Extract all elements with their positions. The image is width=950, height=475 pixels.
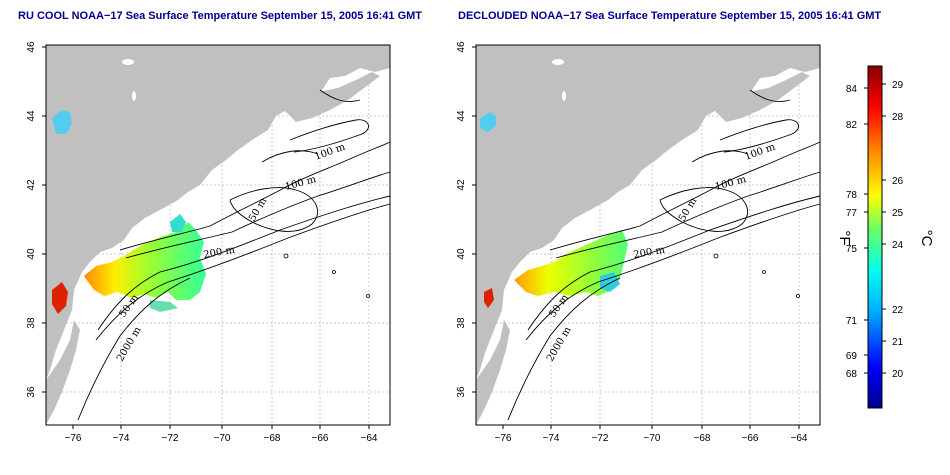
lon-tick-label: −64 <box>791 433 808 444</box>
fahrenheit-tick: 77 <box>846 208 858 219</box>
lat-tick-label: 36 <box>26 386 37 398</box>
lat-tick-label: 40 <box>456 248 467 260</box>
fahrenheit-tick: 75 <box>846 244 858 255</box>
celsius-tick: 28 <box>892 112 904 123</box>
lon-tick-label: −70 <box>214 433 231 444</box>
lon-tick-label: −72 <box>162 433 179 444</box>
lat-tick-label: 40 <box>26 248 37 260</box>
lon-tick-label: −68 <box>694 433 711 444</box>
celsius-tick: 20 <box>892 369 904 380</box>
lake <box>552 59 564 65</box>
lon-tick-label: −74 <box>113 433 130 444</box>
lon-tick-label: −70 <box>644 433 661 444</box>
lon-tick-label: −72 <box>592 433 609 444</box>
left-map: 100 m 100 m 50 m 200 m 50 m 2000 m −76 −… <box>26 41 390 444</box>
lon-tick-label: −66 <box>742 433 759 444</box>
lat-tick-label: 44 <box>26 110 37 122</box>
celsius-tick: 29 <box>892 80 904 91</box>
colorbar: 84 82 78 77 75 71 69 68 29 28 26 25 24 2… <box>836 66 935 408</box>
lat-tick-label: 36 <box>456 386 467 398</box>
fahrenheit-tick: 78 <box>846 190 858 201</box>
fahrenheit-tick: 82 <box>846 120 858 131</box>
celsius-tick: 22 <box>892 305 904 316</box>
lat-tick-label: 42 <box>456 179 467 191</box>
lat-tick-label: 46 <box>26 41 37 53</box>
fahrenheit-tick: 84 <box>846 84 858 95</box>
lake <box>132 91 136 101</box>
lon-tick-label: −64 <box>361 433 378 444</box>
lat-tick-label: 42 <box>26 179 37 191</box>
celsius-tick: 24 <box>892 240 904 251</box>
right-map: 100 m 100 m 50 m 200 m 50 m 2000 m −76 −… <box>456 41 820 444</box>
lon-tick-label: −76 <box>495 433 512 444</box>
lon-tick-label: −66 <box>312 433 329 444</box>
lat-tick-label: 38 <box>456 317 467 329</box>
lat-tick-label: 38 <box>26 317 37 329</box>
celsius-tick: 21 <box>892 337 904 348</box>
lat-tick-label: 46 <box>456 41 467 53</box>
lat-tick-label: 44 <box>456 110 467 122</box>
celsius-unit-label: °C <box>918 230 935 247</box>
lon-tick-label: −74 <box>543 433 560 444</box>
celsius-tick: 26 <box>892 176 904 187</box>
fahrenheit-tick: 69 <box>846 351 858 362</box>
celsius-tick: 25 <box>892 208 904 219</box>
lake <box>122 59 134 65</box>
lon-tick-label: −68 <box>264 433 281 444</box>
colorbar-gradient <box>868 66 882 408</box>
fahrenheit-unit-label: °F <box>836 230 853 245</box>
fahrenheit-tick: 68 <box>846 369 858 380</box>
fahrenheit-tick: 71 <box>846 316 858 327</box>
lon-tick-label: −76 <box>65 433 82 444</box>
lake <box>562 91 566 101</box>
